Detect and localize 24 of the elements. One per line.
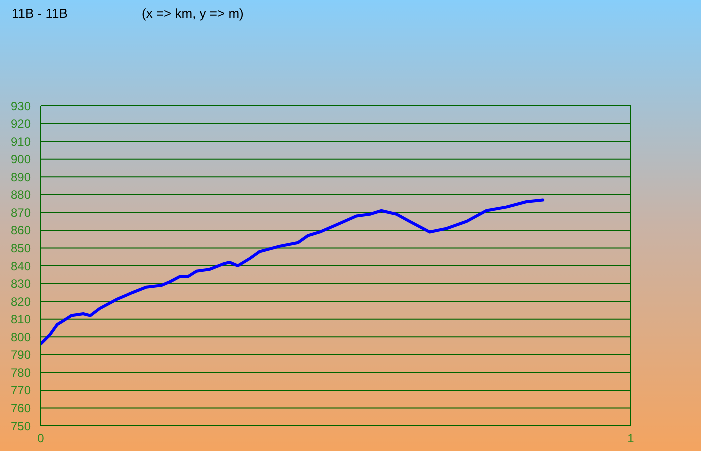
- y-tick-label: 820: [10, 294, 32, 309]
- y-tick-label: 890: [10, 170, 32, 184]
- y-tick-label: 870: [10, 206, 32, 220]
- chart-title: 11B - 11B: [12, 6, 68, 21]
- y-tick-label: 830: [10, 277, 32, 292]
- x-tick-label: 0: [38, 432, 45, 446]
- x-tick-label: 1: [628, 432, 635, 446]
- y-tick-label: 920: [10, 117, 32, 132]
- y-tick-label: 800: [10, 330, 32, 344]
- y-tick-label: 860: [10, 224, 32, 238]
- y-tick-label: 770: [10, 384, 32, 398]
- y-tick-label: 910: [10, 134, 32, 149]
- y-tick-label: 780: [10, 366, 32, 380]
- y-tick-label: 790: [10, 348, 32, 362]
- y-tick-label: 760: [10, 401, 32, 416]
- y-tick-label: 930: [10, 99, 32, 114]
- y-tick-label: 840: [10, 259, 32, 274]
- y-tick-label: 850: [10, 241, 32, 256]
- y-tick-label: 900: [10, 152, 32, 167]
- chart-subtitle: (x => km, y => m): [142, 6, 244, 21]
- y-tick-label: 750: [10, 419, 32, 434]
- y-tick-label: 880: [10, 188, 32, 202]
- line-series: [41, 198, 545, 346]
- y-tick-label: 810: [10, 312, 32, 327]
